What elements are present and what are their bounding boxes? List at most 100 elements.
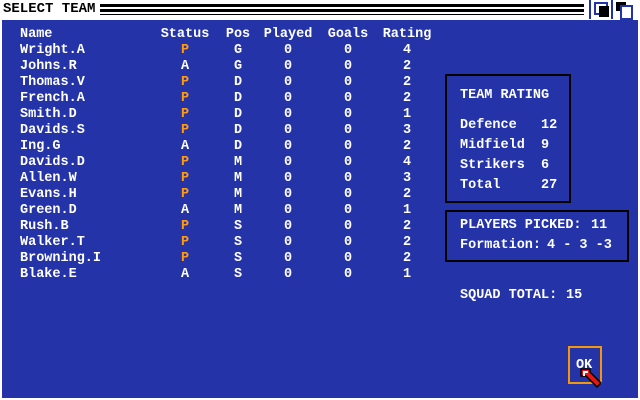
rating-value: 9: [541, 138, 550, 153]
header-name: Name: [20, 27, 53, 42]
formation-label: Formation:: [460, 238, 542, 253]
drag-bar[interactable]: [100, 4, 584, 15]
rating-cell: 2: [402, 187, 412, 202]
squad-total-label: SQUAD TOTAL:: [460, 288, 558, 303]
goals-cell: 0: [343, 171, 353, 186]
player-name-cell: Smith.D: [20, 107, 77, 122]
player-name-cell: Wright.A: [20, 43, 85, 58]
player-name-cell: Green.D: [20, 203, 77, 218]
goals-cell: 0: [343, 203, 353, 218]
played-cell: 0: [283, 43, 293, 58]
player-name-cell: Rush.B: [20, 219, 69, 234]
status-cell: P: [180, 91, 190, 106]
rating-cell: 2: [402, 91, 412, 106]
position-cell: G: [233, 43, 243, 58]
goals-cell: 0: [343, 43, 353, 58]
players-picked-value: 11: [591, 218, 608, 233]
goals-cell: 0: [343, 219, 353, 234]
rating-value: 12: [541, 118, 558, 133]
position-cell: D: [233, 75, 243, 90]
player-name-cell: Evans.H: [20, 187, 77, 202]
played-cell: 0: [283, 107, 293, 122]
position-cell: M: [233, 171, 243, 186]
rating-label: Midfield: [460, 138, 525, 153]
rating-cell: 2: [402, 219, 412, 234]
player-name-cell: Walker.T: [20, 235, 85, 250]
team-rating-title: TEAM RATING: [460, 88, 550, 103]
goals-cell: 0: [343, 251, 353, 266]
played-cell: 0: [283, 235, 293, 250]
rating-cell: 4: [402, 43, 412, 58]
header-goals: Goals: [327, 27, 369, 42]
played-cell: 0: [283, 251, 293, 266]
player-name-cell: Allen.W: [20, 171, 77, 186]
rating-cell: 1: [402, 107, 412, 122]
played-cell: 0: [283, 91, 293, 106]
status-cell: P: [180, 43, 190, 58]
played-cell: 0: [283, 187, 293, 202]
player-name-cell: Ing.G: [20, 139, 61, 154]
position-cell: S: [233, 235, 243, 250]
position-cell: S: [233, 251, 243, 266]
rating-label: Strikers: [460, 158, 525, 173]
title-bar[interactable]: SELECT TEAM: [0, 0, 640, 20]
status-cell: P: [180, 75, 190, 90]
status-cell: P: [180, 187, 190, 202]
position-cell: D: [233, 91, 243, 106]
status-cell: P: [180, 107, 190, 122]
played-cell: 0: [283, 59, 293, 74]
player-name-cell: Thomas.V: [20, 75, 85, 90]
header-rating: Rating: [382, 27, 432, 42]
goals-cell: 0: [343, 75, 353, 90]
depth-front-gadget-icon[interactable]: [611, 0, 633, 20]
rating-cell: 3: [402, 171, 412, 186]
players-picked-box: PLAYERS PICKED: 11 Formation: 4 - 3 -3: [445, 210, 629, 262]
depth-back-gadget-icon[interactable]: [589, 0, 611, 19]
status-cell: A: [180, 267, 190, 282]
position-cell: M: [233, 155, 243, 170]
played-cell: 0: [283, 155, 293, 170]
rating-cell: 2: [402, 75, 412, 90]
rating-cell: 3: [402, 123, 412, 138]
played-cell: 0: [283, 267, 293, 282]
played-cell: 0: [283, 219, 293, 234]
goals-cell: 0: [343, 123, 353, 138]
status-cell: P: [180, 219, 190, 234]
goals-cell: 0: [343, 91, 353, 106]
position-cell: D: [233, 107, 243, 122]
position-cell: S: [233, 219, 243, 234]
mouse-pointer-icon: [580, 368, 603, 389]
rating-value: 27: [541, 178, 558, 193]
players-picked-label: PLAYERS PICKED:: [460, 218, 582, 233]
player-name-cell: Johns.R: [20, 59, 77, 74]
position-cell: S: [233, 267, 243, 282]
rating-cell: 2: [402, 139, 412, 154]
played-cell: 0: [283, 123, 293, 138]
played-cell: 0: [283, 139, 293, 154]
position-cell: D: [233, 123, 243, 138]
played-cell: 0: [283, 203, 293, 218]
rating-value: 6: [541, 158, 550, 173]
status-cell: P: [180, 155, 190, 170]
main-panel: Name Status Pos Played Goals Rating Wright.A P G…: [2, 20, 638, 398]
goals-cell: 0: [343, 267, 353, 282]
status-cell: P: [180, 251, 190, 266]
rating-cell: 2: [402, 251, 412, 266]
goals-cell: 0: [343, 187, 353, 202]
player-name-cell: Davids.S: [20, 123, 85, 138]
formation-value: 4 - 3 -3: [547, 238, 612, 253]
rating-label: Defence: [460, 118, 517, 133]
team-rating-box: TEAM RATING Defence 12 Midfield 9 Strikers 6 T…: [445, 74, 571, 203]
goals-cell: 0: [343, 139, 353, 154]
position-cell: M: [233, 203, 243, 218]
status-cell: P: [180, 171, 190, 186]
position-cell: D: [233, 139, 243, 154]
rating-cell: 2: [402, 235, 412, 250]
player-name-cell: Davids.D: [20, 155, 85, 170]
played-cell: 0: [283, 75, 293, 90]
player-name-cell: French.A: [20, 91, 85, 106]
status-cell: P: [180, 235, 190, 250]
rating-cell: 4: [402, 155, 412, 170]
header-pos: Pos: [225, 27, 251, 42]
header-status: Status: [160, 27, 210, 42]
